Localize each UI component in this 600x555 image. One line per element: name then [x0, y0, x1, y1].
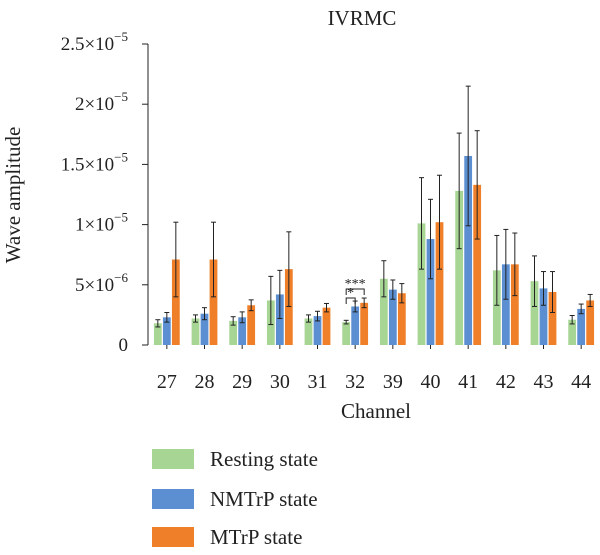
error-bar-group [155, 85, 593, 328]
x-tick-label: 29 [232, 371, 252, 393]
y-tick-label: 5×10−6 [75, 270, 129, 296]
y-tick-label: 1.5×10−5 [61, 149, 128, 175]
bar [417, 223, 426, 345]
x-tick-label: 27 [157, 371, 177, 393]
bar [238, 317, 247, 345]
bar [501, 264, 510, 345]
bar [360, 302, 369, 345]
x-tick-label: 30 [270, 371, 290, 393]
bar [577, 308, 586, 345]
significance-annotations: **** [345, 277, 366, 304]
bar-chart: IVRMC 0 5×10−6 1×10−5 1.5×10−5 2×10−5 2.5×10−… [1, 6, 595, 423]
x-tick-label: 43 [534, 371, 554, 393]
legend-item-nmtrp: NMTrP state [152, 488, 392, 510]
bar-group [153, 155, 595, 345]
bar [304, 318, 313, 345]
x-tick-label: 42 [496, 371, 516, 393]
legend-swatch-resting [152, 449, 194, 469]
bar [275, 294, 284, 345]
significance-bracket [345, 288, 365, 295]
bar [162, 317, 171, 345]
significance-label: *** [345, 277, 366, 292]
bar [530, 281, 539, 345]
x-tick-label: 39 [383, 371, 403, 393]
bar [379, 278, 388, 345]
bar [435, 222, 444, 345]
legend-item-resting: Resting state [152, 448, 392, 470]
legend-label-mtrp: MTrP state [210, 525, 303, 549]
bar [351, 306, 360, 345]
legend-label-resting: Resting state [210, 447, 318, 471]
y-axis-ticks: 0 5×10−6 1×10−5 1.5×10−5 2×10−5 2.5×10−5 [61, 29, 148, 356]
bar [510, 264, 519, 345]
x-tick-label: 28 [195, 371, 215, 393]
bar [473, 184, 482, 345]
x-axis-label: Channel [341, 399, 411, 423]
bar [284, 269, 293, 345]
x-tick-label: 41 [458, 371, 478, 393]
legend-swatch-mtrp [152, 527, 194, 547]
bar [171, 259, 180, 345]
y-tick-label: 0 [119, 335, 129, 356]
bar [153, 323, 162, 345]
bar [539, 288, 548, 345]
x-axis-ticks: 27 28 29 30 31 32 39 40 41 42 43 44 [157, 345, 591, 393]
bar [388, 289, 397, 345]
bar [313, 316, 322, 345]
x-tick-label: 31 [308, 371, 328, 393]
bar [548, 292, 557, 345]
significance-label: * [347, 286, 354, 301]
x-tick-label: 44 [571, 371, 591, 393]
bar [191, 318, 200, 345]
bar [322, 307, 331, 345]
y-tick-label: 1×10−5 [75, 210, 128, 236]
bar [492, 270, 501, 345]
y-axis-label: Wave amplitude [1, 127, 25, 264]
legend-item-mtrp: MTrP state [152, 526, 392, 548]
bar [464, 155, 473, 345]
bar [397, 293, 406, 345]
y-tick-label: 2×10−5 [75, 89, 128, 115]
bar [455, 190, 464, 345]
bar [342, 322, 351, 345]
bar [568, 319, 577, 345]
bar [247, 305, 256, 345]
bar [209, 259, 218, 345]
legend-swatch-nmtrp [152, 489, 194, 509]
bar [229, 320, 238, 345]
y-tick-label: 2.5×10−5 [61, 29, 128, 55]
significance-bracket [345, 297, 356, 304]
legend-label-nmtrp: NMTrP state [210, 487, 318, 511]
bar [426, 239, 435, 345]
x-tick-label: 32 [345, 371, 365, 393]
chart-title: IVRMC [328, 6, 397, 30]
bar [586, 300, 595, 345]
bar [200, 313, 209, 345]
x-tick-label: 40 [421, 371, 441, 393]
